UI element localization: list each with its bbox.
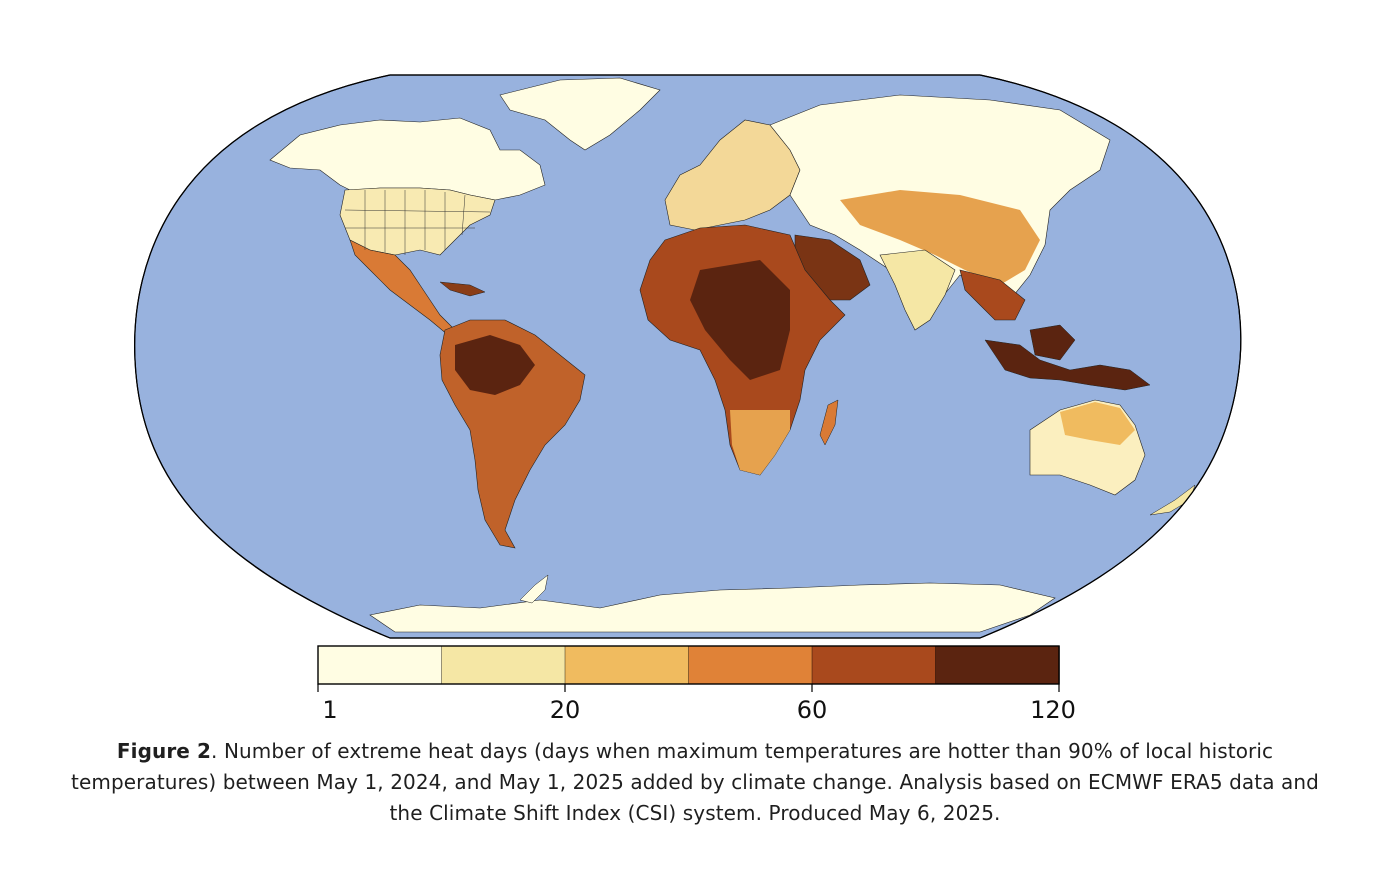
borneo [1029,324,1076,361]
australia-warm [1060,402,1135,445]
figure-label: Figure 2 [116,739,212,763]
antarctic-peninsula [519,574,549,604]
india [879,249,956,331]
world-map-figure: 1 20 60 120 [134,74,1242,724]
africa-hotspot [690,260,790,380]
colorbar-tick-label-120: 120 [1030,696,1076,724]
amazon-hotspot [455,335,535,395]
colorbar-bin-4 [811,645,937,685]
colorbar-bin-2 [564,645,690,685]
colorbar-tick-label-20: 20 [550,696,581,724]
antarctica [369,582,1056,633]
figure-caption-text: . Number of extreme heat days (days when… [71,739,1319,825]
colorbar-tick-label-60: 60 [797,696,828,724]
southeast-asia [959,269,1026,321]
colorbar-tick-label-1: 1 [322,696,337,724]
us-state-borders [344,190,491,255]
colorbar: 1 20 60 120 [317,645,1076,724]
asia-warm-band [840,190,1040,285]
colorbar-bin-5 [935,645,1060,685]
indonesia [984,339,1151,391]
greenland [499,77,661,151]
north-america-north [269,117,546,201]
colorbar-bin-1 [441,645,566,685]
colorbar-bin-0 [317,645,443,685]
figure-caption: Figure 2. Number of extreme heat days (d… [60,736,1330,829]
southern-africa [730,410,790,475]
globe-outline [134,74,1242,639]
madagascar [819,399,839,446]
caribbean [439,281,486,297]
colorbar-frame [317,645,1060,685]
colorbar-bin-3 [688,645,813,685]
landmasses [269,77,1196,633]
